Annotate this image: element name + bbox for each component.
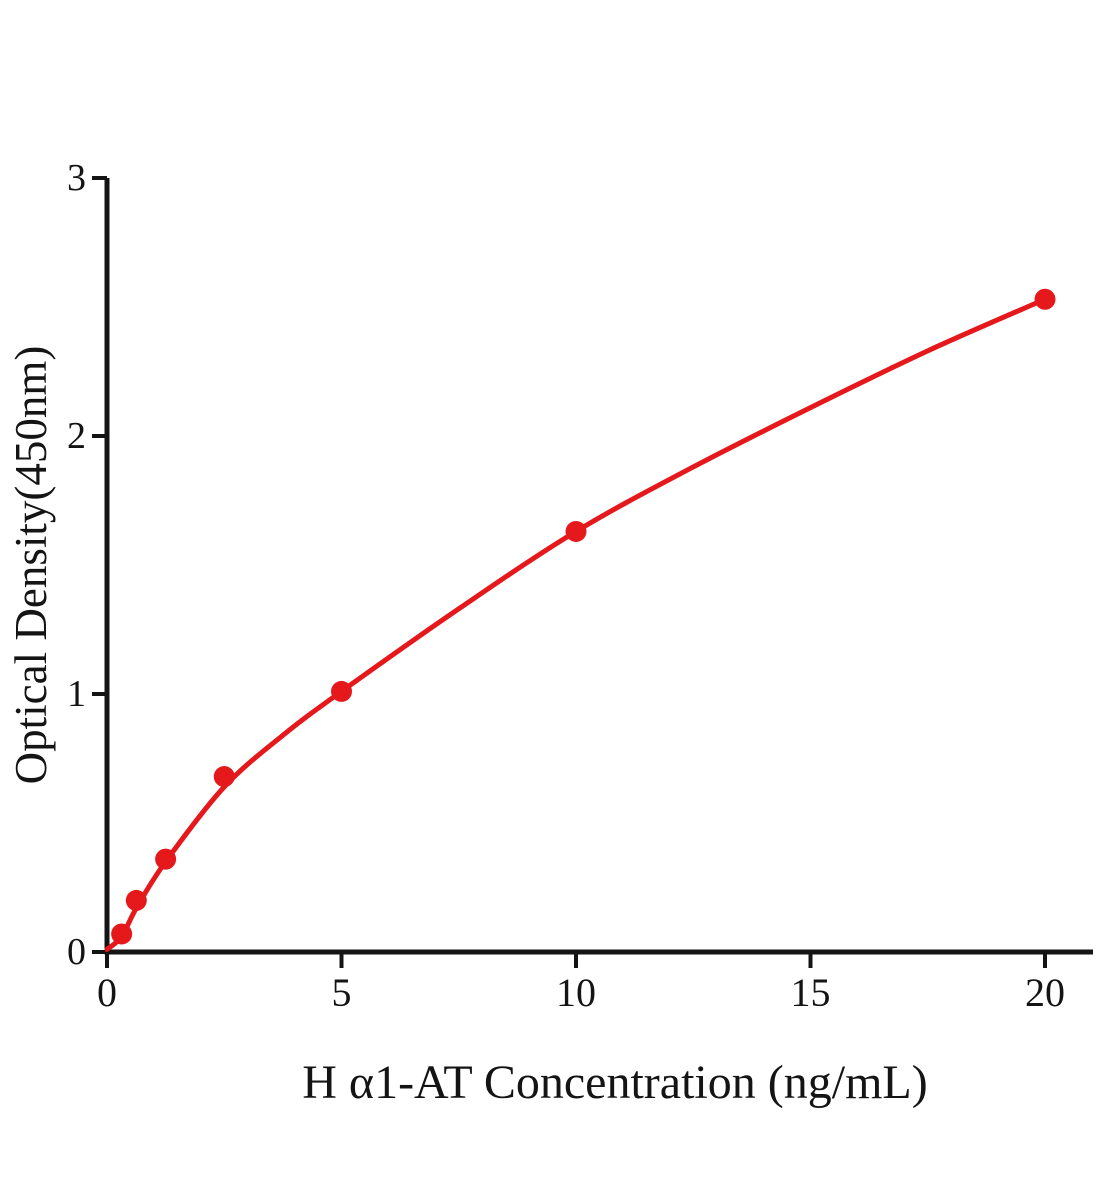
data-point [155, 848, 177, 870]
x-axis-label: H α1-AT Concentration (ng/mL) [302, 1056, 927, 1109]
axis-tick-labels: 0 1 2 3 0 5 10 15 20 [67, 157, 1065, 1015]
data-point [331, 680, 352, 702]
data-point [111, 923, 133, 945]
x-tick-label: 5 [332, 970, 352, 1015]
x-tick-label: 10 [556, 970, 596, 1015]
axis-ticks [92, 176, 1047, 968]
data-point [125, 889, 147, 911]
axes [104, 178, 1093, 955]
data-point [565, 520, 587, 542]
x-tick-label: 15 [791, 970, 831, 1015]
data-series [104, 288, 1056, 952]
y-axis-label: Optical Density(450nm) [6, 346, 56, 785]
fit-curve-line [104, 296, 1048, 952]
axis-spines [104, 178, 1093, 955]
data-point [1034, 288, 1056, 310]
x-tick-label: 20 [1025, 970, 1065, 1015]
y-tick-label: 2 [67, 415, 86, 457]
y-tick-label: 3 [67, 157, 86, 199]
data-point [213, 766, 235, 788]
x-tick-label: 0 [97, 970, 117, 1015]
y-tick-label: 1 [67, 673, 86, 715]
y-tick-label: 0 [67, 931, 86, 973]
